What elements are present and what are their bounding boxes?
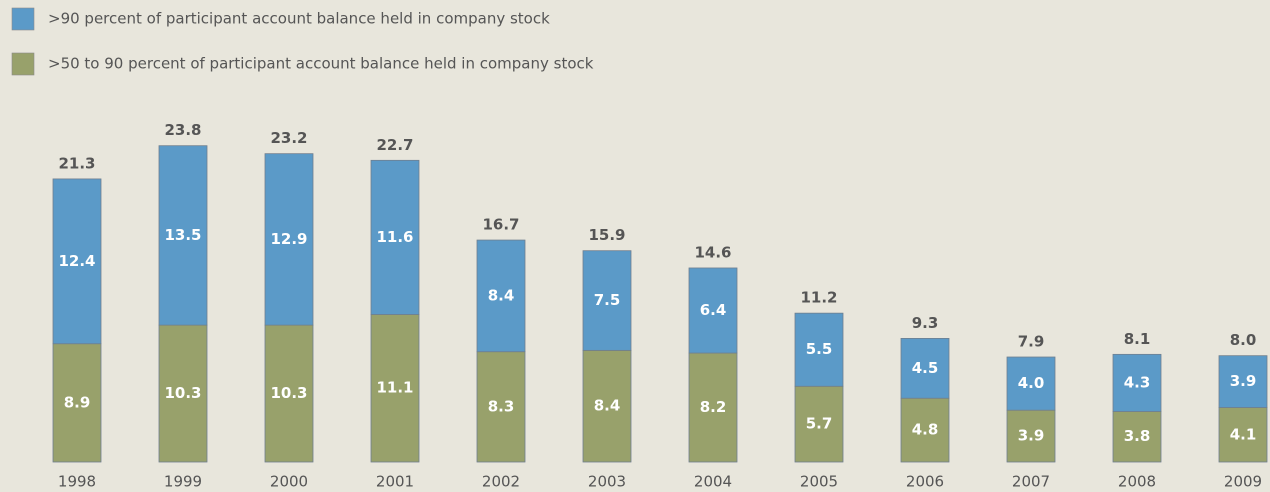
legend-label: >50 to 90 percent of participant account…	[48, 55, 594, 73]
bar-segment	[264, 324, 314, 463]
bar-segment	[582, 250, 632, 351]
x-tick-label: 2006	[906, 473, 944, 491]
legend-swatch	[11, 7, 35, 31]
x-tick-label: 2008	[1118, 473, 1156, 491]
x-tick-label: 2004	[694, 473, 732, 491]
bar-segment	[1112, 411, 1162, 463]
bar-segment	[1112, 353, 1162, 412]
segment-label: 5.5	[806, 340, 833, 358]
x-tick-label: 2000	[270, 473, 308, 491]
total-label: 7.9	[1018, 333, 1045, 351]
segment-label: 3.9	[1018, 427, 1045, 445]
total-label: 22.7	[376, 136, 413, 154]
total-label: 9.3	[912, 314, 939, 332]
total-label: 11.2	[800, 289, 837, 307]
bar-segment	[794, 385, 844, 463]
x-tick-label: 2009	[1224, 473, 1262, 491]
x-tick-label: 2007	[1012, 473, 1050, 491]
bar-segment	[52, 178, 102, 345]
legend-swatch	[11, 52, 35, 76]
segment-label: 4.1	[1230, 425, 1257, 443]
x-tick-label: 1999	[164, 473, 202, 491]
bar-segment	[1006, 356, 1056, 411]
segment-label: 13.5	[164, 226, 201, 244]
segment-label: 10.3	[164, 384, 201, 402]
segment-label: 3.8	[1124, 427, 1151, 445]
bar-segment	[900, 397, 950, 463]
bar-segment	[688, 352, 738, 463]
x-tick-label: 2003	[588, 473, 626, 491]
segment-label: 3.9	[1230, 372, 1257, 390]
x-tick-label: 2005	[800, 473, 838, 491]
bar-segment	[476, 351, 526, 463]
bar-segment	[1218, 355, 1268, 408]
bar-segment	[370, 159, 420, 315]
bar-segment	[370, 314, 420, 463]
x-tick-label: 1998	[58, 473, 96, 491]
bar-segment	[900, 338, 950, 399]
bar-segment	[476, 239, 526, 353]
segment-label: 8.4	[488, 286, 515, 304]
segment-label: 8.3	[488, 397, 515, 415]
segment-label: 4.8	[912, 421, 939, 439]
total-label: 21.3	[58, 154, 95, 172]
legend-label: >90 percent of participant account balan…	[48, 10, 550, 28]
segment-label: 10.3	[270, 384, 307, 402]
segment-label: 4.5	[912, 359, 939, 377]
segment-label: 8.2	[700, 398, 727, 416]
total-label: 16.7	[482, 216, 519, 234]
segment-label: 8.9	[64, 393, 91, 411]
x-tick-label: 2002	[482, 473, 520, 491]
bar-segment	[158, 145, 208, 326]
bar-segment	[264, 153, 314, 326]
segment-label: 5.7	[806, 415, 833, 433]
segment-label: 6.4	[700, 301, 727, 319]
total-label: 23.8	[164, 121, 201, 139]
segment-label: 7.5	[594, 291, 621, 309]
total-label: 8.0	[1230, 331, 1257, 349]
total-label: 23.2	[270, 129, 307, 147]
bar-segment	[1218, 407, 1268, 463]
segment-label: 4.0	[1018, 374, 1045, 392]
bar-segment	[52, 343, 102, 463]
bar-segment	[1006, 409, 1056, 463]
segment-label: 8.4	[594, 397, 621, 415]
segment-label: 4.3	[1124, 373, 1151, 391]
segment-label: 12.9	[270, 230, 307, 248]
bar-segment	[582, 349, 632, 463]
segment-label: 11.1	[376, 379, 413, 397]
bar-segment	[794, 312, 844, 387]
segment-label: 12.4	[58, 252, 95, 270]
total-label: 8.1	[1124, 330, 1151, 348]
total-label: 14.6	[694, 243, 731, 261]
bar-segment	[688, 267, 738, 354]
segment-label: 11.6	[376, 228, 413, 246]
total-label: 15.9	[588, 226, 625, 244]
x-tick-label: 2001	[376, 473, 414, 491]
